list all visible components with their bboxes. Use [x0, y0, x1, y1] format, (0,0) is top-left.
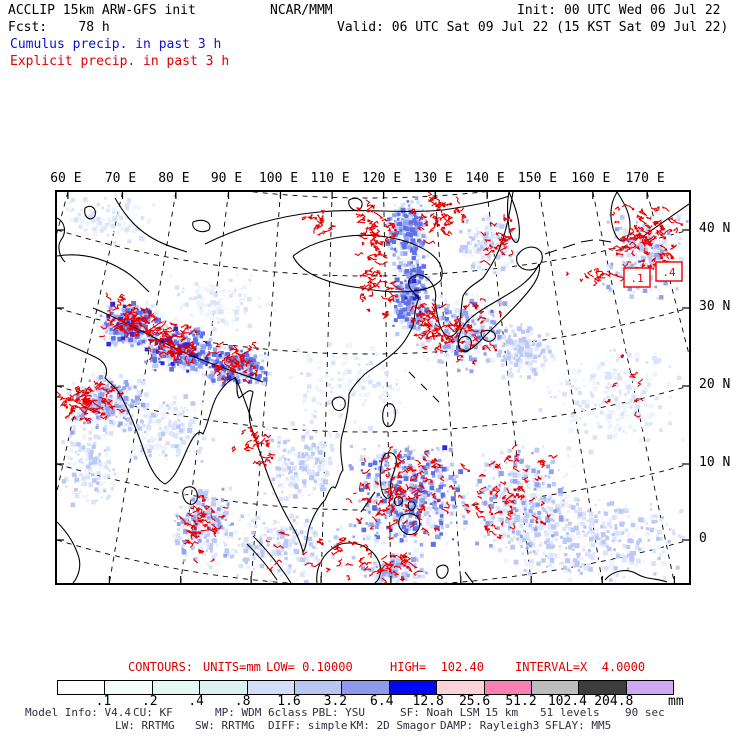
- colorbar-cell: [105, 681, 153, 694]
- valid-time: Valid: 06 UTC Sat 09 Jul 22 (15 KST Sat …: [337, 20, 729, 35]
- colorbar-tick-label: .4: [188, 694, 205, 709]
- contour-info-segment: HIGH= 102.40: [390, 660, 484, 674]
- init-time: Init: 00 UTC Wed 06 Jul 22: [517, 3, 721, 18]
- contour-info-segment: UNITS=mm: [203, 660, 261, 674]
- colorbar-tick-label: .2: [141, 694, 158, 709]
- lon-tick-label: 70 E: [104, 171, 137, 186]
- model-info-item: DIFF: simple: [268, 719, 348, 732]
- colorbar-cell: [484, 681, 532, 694]
- colorbar-tick-label: 3.2: [323, 694, 348, 709]
- forecast-hour: Fcst: 78 h: [8, 20, 110, 35]
- map-svg: .1 .4: [57, 192, 689, 583]
- colorbar-cell: [247, 681, 295, 694]
- colorbar-tick-label: 102.4: [547, 694, 587, 709]
- colorbar-cell: [579, 681, 627, 694]
- legend-cumulus: Cumulus precip. in past 3 h: [10, 37, 222, 52]
- model-info-item: KM: 2D Smagor: [350, 719, 437, 732]
- colorbar-cell: [58, 681, 106, 694]
- lon-tick-label: 160 E: [571, 171, 611, 186]
- model-info-item: 51 levels: [540, 706, 600, 719]
- model-info-item: LW: RRTMG: [115, 719, 175, 732]
- lon-tick-label: 60 E: [50, 171, 82, 186]
- lat-tick-label: 20 N: [699, 377, 731, 392]
- explicit-precip-field: [57, 192, 683, 583]
- colorbar-cell: [294, 681, 343, 694]
- colorbar-tick-label: 6.4: [370, 694, 394, 709]
- lat-tick-label: 10 N: [699, 455, 731, 470]
- lon-tick-label: 80 E: [158, 171, 190, 186]
- lon-tick-label: 150 E: [517, 171, 558, 186]
- lon-tick-label: 140 E: [465, 171, 505, 186]
- lon-tick-label: 110 E: [310, 171, 350, 186]
- lat-tick-label: 0: [699, 531, 707, 546]
- model-info-item: 15 km: [485, 706, 519, 719]
- lon-tick-label: 170 E: [625, 171, 665, 186]
- model-info-item: CU: KF: [133, 706, 173, 719]
- contour-label-text: .4: [662, 266, 676, 279]
- lon-tick-label: 120 E: [362, 171, 402, 186]
- colorbar-cell: [531, 681, 580, 694]
- model-info-item: DAMP: Rayleigh3: [440, 719, 540, 732]
- contour-info-segment: INTERVAL=X 4.0000: [515, 660, 646, 674]
- lon-tick-label: 90 E: [210, 171, 243, 186]
- lon-tick-label: 100 E: [258, 171, 299, 186]
- model-info-item: 90 sec: [625, 706, 665, 719]
- lat-tick-label: 30 N: [699, 299, 731, 314]
- gridlines: [57, 192, 689, 583]
- colorbar-tick-label: 12.8: [412, 694, 444, 709]
- contour-info-segment: CONTOURS:: [128, 660, 194, 674]
- org-label: NCAR/MMM: [270, 3, 333, 18]
- contour-label-boxes: .1 .4: [623, 261, 683, 288]
- contour-label-text: .1: [630, 272, 643, 285]
- model-info-item: SF: Noah LSM: [400, 706, 480, 719]
- model-info-item: PBL: YSU: [312, 706, 365, 719]
- plot-title: ACCLIP 15km ARW-GFS init: [8, 3, 196, 18]
- colorbar-tick-label: 25.6: [458, 694, 491, 709]
- model-info-item: SW: RRTMG: [195, 719, 255, 732]
- contour-info-segment: LOW= 0.10000: [266, 660, 353, 674]
- map-canvas: .1 .4: [55, 190, 691, 585]
- model-info-item: MP: WDM 6class: [215, 706, 308, 719]
- colorbar-unit-label: mm: [668, 694, 684, 709]
- contour-label-box: [655, 261, 683, 282]
- lon-tick-label: 130 E: [413, 171, 453, 186]
- tick-marks: [57, 192, 689, 583]
- colorbar-cell: [342, 681, 390, 694]
- colorbar-cell: [152, 681, 201, 694]
- colorbar-tick-label: .8: [234, 694, 251, 709]
- colorbar-tick-label: 1.6: [277, 694, 301, 709]
- contour-label-box: [623, 267, 651, 288]
- colorbar-cell: [437, 681, 485, 694]
- colorbar-cell: [626, 681, 674, 694]
- colorbar-cell: [389, 681, 438, 694]
- model-info-item: SFLAY: MM5: [545, 719, 612, 732]
- colorbar-tick-label: 204.8: [594, 694, 634, 709]
- colorbar-tick-label: .1: [95, 694, 112, 709]
- colorbar-cell: [200, 681, 248, 694]
- colorbar-tick-label: 51.2: [505, 694, 537, 709]
- colorbar: [57, 680, 675, 695]
- legend-explicit: Explicit precip. in past 3 h: [10, 54, 230, 69]
- lat-tick-label: 40 N: [699, 221, 731, 236]
- model-info-item: Model Info: V4.4: [25, 706, 131, 719]
